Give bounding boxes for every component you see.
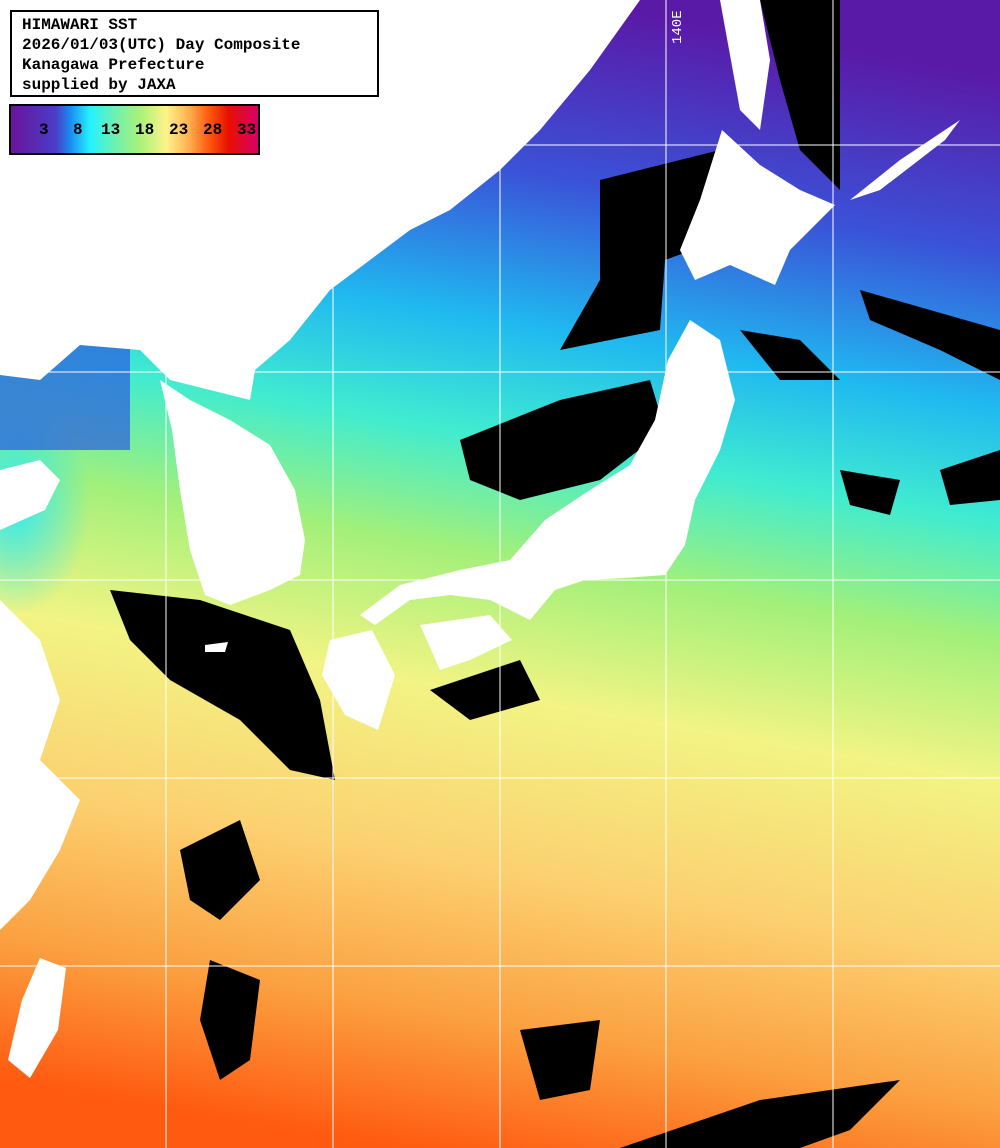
land-honshu [360, 320, 735, 625]
colorbar-tick: 8 [73, 121, 83, 139]
land-asia-north [0, 0, 640, 400]
land-china-south [0, 600, 80, 930]
title-box: HIMAWARI SST 2026/01/03(UTC) Day Composi… [10, 10, 379, 97]
land-shikoku [420, 615, 512, 670]
colorbar-tick: 23 [169, 121, 189, 139]
latitude-label: 40N [6, 353, 32, 369]
colorbar-tick: 28 [203, 121, 223, 139]
cloud-patch [940, 450, 1000, 505]
cloud-patch [840, 470, 900, 515]
land-korea [160, 380, 305, 605]
date-line: 2026/01/03(UTC) Day Composite [22, 36, 301, 54]
cloud-patch [740, 330, 840, 380]
cloud-patch [200, 960, 260, 1080]
cloud-patch [460, 380, 665, 500]
land [0, 0, 960, 1078]
land-kuril [850, 120, 960, 200]
land-taiwan [8, 958, 66, 1078]
colorbar-tick: 18 [135, 121, 155, 139]
cloud-patch [430, 660, 540, 720]
land-jeju [205, 642, 228, 652]
land-kyushu [322, 630, 395, 730]
cloud-patch [180, 820, 260, 920]
colorbar-tick: 13 [101, 121, 121, 139]
cloud-patch [560, 150, 720, 350]
land-sakhalin-kamchatka [720, 0, 770, 130]
cloud-patch [860, 290, 1000, 380]
cloud-mask [110, 0, 1000, 1148]
colorbar-legend: 3 8 13 18 23 28 33 [9, 104, 260, 155]
credit-line: supplied by JAXA [22, 76, 176, 94]
cloud-patch [620, 1080, 900, 1148]
region-line: Kanagawa Prefecture [22, 56, 205, 74]
land-hokkaido [680, 130, 835, 285]
cloud-patch [520, 1020, 600, 1100]
colorbar-tick: 33 [237, 121, 257, 139]
land-china-coast [0, 460, 60, 530]
cloud-patch [760, 0, 840, 190]
title-line: HIMAWARI SST [22, 16, 138, 34]
longitude-label: 140E [670, 10, 686, 44]
colorbar-tick: 3 [39, 121, 49, 139]
